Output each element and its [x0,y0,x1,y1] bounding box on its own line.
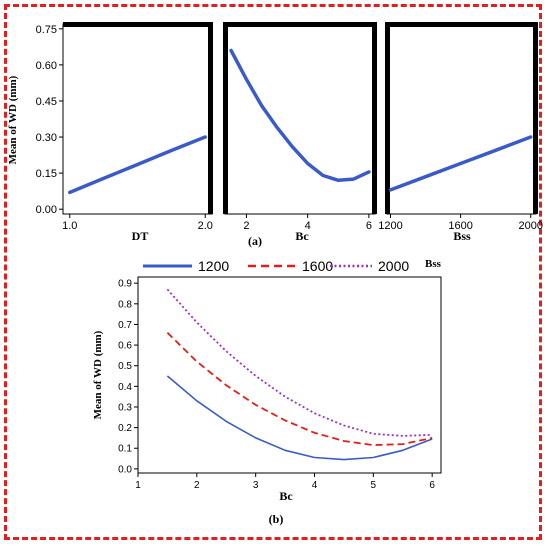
panel-b-ylabel: Mean of WD (mm) [92,330,104,419]
panel-b-ytick-label: 0.8 [118,299,132,310]
panel-a2-right-border [372,22,377,214]
legend-label-2000: 2000 [378,258,409,274]
panel-b-xtick-label: 2 [194,480,200,491]
legend-label-1200: 1200 [198,258,229,274]
panel-b-ytick-label: 0.0 [118,464,132,475]
panel-b-legend: 1200 1600 2000 Bss [143,258,442,274]
panel-a2-plot-area [224,23,376,215]
panel-a1-top-border [63,22,212,27]
panel-a-ytick-label: 0.75 [36,24,57,36]
panel-b-ytick-label: 0.9 [118,279,132,290]
panel-a2-xlabel: Bc [295,229,309,243]
panel-b-plot-area [137,276,442,474]
panel-b-ytick-label: 0.2 [118,423,132,434]
panel-a2-xtick-label: 4 [305,220,311,232]
panel-b-xtick-label: 1 [135,480,141,491]
figure-frame [4,4,542,540]
panel-a2-xtick-label: 2 [243,220,249,232]
panel-a3-line [388,135,533,192]
panel-a1-line [68,135,207,195]
panel-b-series-1600-line [166,332,433,446]
panel-a2-xtick-label: 6 [366,220,372,232]
panel-b-xtick-label: 4 [312,480,318,491]
panel-a-ytick-label: 0.00 [36,204,57,216]
panel-a2-left-border [223,22,228,214]
panel-b-xtick-label: 6 [429,480,435,491]
panel-b-ytick-label: 0.3 [118,402,132,413]
panel-a3-xtick-label: 1200 [378,220,402,232]
panel-b-ytick-label: 0.4 [118,382,132,393]
panel-a-ytick-label: 0.30 [36,132,57,144]
panel-b-series-2000-line [166,288,433,437]
panel-a3-right-border [533,22,538,214]
panel-b-series-1200-line [166,375,433,461]
panel-a1-xlabel: DT [132,229,149,243]
panel-a3-left-border [385,22,390,214]
panel-a1-xtick-label: 2.0 [198,220,213,232]
panel-a1-right-border [208,22,213,214]
panel-a-ytick-label: 0.45 [36,96,57,108]
panel-a1-xtick-label: 1.0 [62,220,77,232]
panel-b-xtick-label: 3 [253,480,259,491]
chart-marks: 1.0 2.00.000.150.300.450.600.752 4 6 1200 160… [36,24,543,491]
panel-a3-plot-area [386,23,537,215]
panel-a-ylabel: Mean of WD (mm) [7,75,19,164]
panel-b-xlabel: Bc [279,489,293,503]
panel-a3-top-border [387,22,536,27]
panel-b-ytick-label: 0.5 [118,361,132,372]
panel-b-ytick-label: 0.7 [118,320,132,331]
panel-b-xtick-label: 5 [371,480,377,491]
panel-b-ytick-label: 0.1 [118,444,132,455]
panel-a3-xtick-label: 1600 [448,220,472,232]
panel-a2-line [229,48,371,183]
panel-b-ytick-label: 0.6 [118,341,132,352]
panel-a3-xlabel: Bss [453,229,471,243]
panel-b-caption: (b) [269,512,284,526]
legend-label-1600: 1600 [302,258,333,274]
panel-a-ytick-label: 0.60 [36,60,57,72]
panel-a-caption: (a) [248,234,262,248]
panel-a-ytick-label: 0.15 [36,168,57,180]
legend-title: Bss [425,258,442,270]
panel-a2-top-border [225,22,375,27]
panel-a3-xtick-label: 2000 [518,220,542,232]
